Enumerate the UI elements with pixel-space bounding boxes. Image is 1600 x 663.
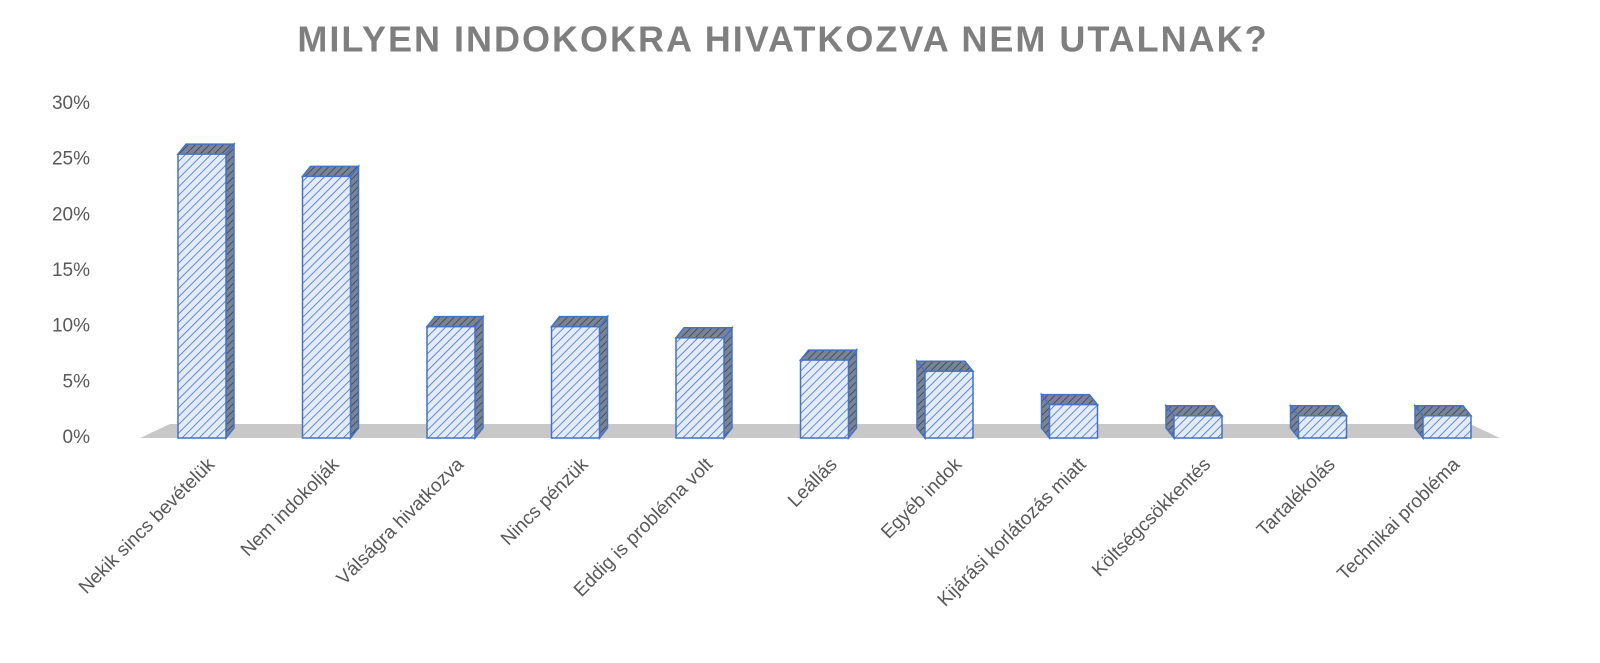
bar <box>799 359 850 439</box>
y-tick-label: 20% <box>52 204 90 225</box>
bar-top <box>1039 393 1100 406</box>
x-tick-label: Leállás <box>784 454 841 511</box>
y-tick-label: 5% <box>63 371 91 392</box>
bar-side <box>349 164 360 441</box>
chart-title: MILYEN INDOKOKRA HIVATKOZVA NEM UTALNAK? <box>297 19 1268 60</box>
bar-top <box>1288 404 1349 417</box>
x-tick-label: Eddig is probléma volt <box>570 454 718 602</box>
y-tick-label: 0% <box>63 427 91 448</box>
bar <box>1048 403 1099 439</box>
bar <box>1422 414 1472 439</box>
bar <box>426 325 476 439</box>
x-tick-label: Válságra hivatkozva <box>333 454 468 589</box>
x-tick-label: Költségcsökkentés <box>1088 454 1215 581</box>
bar <box>1297 414 1348 439</box>
bar <box>924 370 974 439</box>
y-tick-label: 15% <box>52 260 90 281</box>
bar <box>301 175 352 439</box>
bar-side <box>723 325 733 441</box>
bar-top <box>176 143 236 155</box>
bar-top <box>425 315 485 328</box>
x-tick-label: Nincs pénzük <box>497 454 593 550</box>
x-tick-label: Nem indokolják <box>237 454 344 561</box>
bar <box>1173 414 1223 439</box>
bar-top <box>798 349 859 361</box>
bar <box>675 337 725 439</box>
bar-top <box>915 360 975 372</box>
x-tick-label: Egyéb indok <box>877 454 966 543</box>
x-tick-label: Tartalékolás <box>1253 454 1340 541</box>
bar-side <box>225 141 235 441</box>
x-tick-label: Nekik sincs bevételük <box>75 454 219 598</box>
y-tick-label: 30% <box>52 93 90 114</box>
bar-top <box>1413 404 1473 417</box>
bar-side <box>916 359 926 441</box>
bar <box>177 153 227 439</box>
bar <box>550 325 601 439</box>
bar-top <box>674 327 734 339</box>
bar-side <box>474 314 484 441</box>
bar-top <box>549 315 610 328</box>
y-tick-label: 25% <box>52 149 90 170</box>
y-tick-label: 10% <box>52 316 90 337</box>
x-tick-label: Technikai probléma <box>1333 454 1464 585</box>
bar-top <box>300 165 361 178</box>
bar-side <box>847 347 858 441</box>
bar-top <box>1164 404 1224 417</box>
bar-side <box>598 314 609 441</box>
